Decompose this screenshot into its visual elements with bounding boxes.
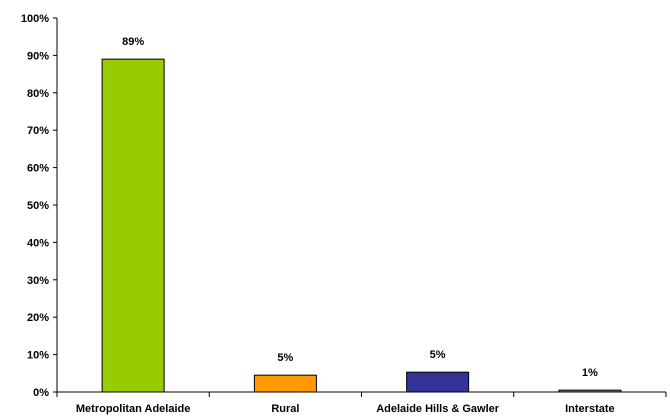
bar — [101, 58, 165, 393]
data-label: 5% — [430, 349, 446, 361]
y-tick-label: 90% — [27, 50, 49, 62]
y-tick-label: 30% — [27, 275, 49, 287]
x-tick-label: Metropolitan Adelaide — [76, 403, 191, 415]
data-labels: 89% 5% 5% 1% — [122, 36, 598, 379]
y-axis: 0% 10% 20% 30% 40% 50% 60% 70% 80% 90% 100% — [21, 13, 58, 399]
y-tick-label: 20% — [27, 312, 49, 324]
x-axis: Metropolitan Adelaide Rural Adelaide Hills… — [56, 391, 667, 415]
y-tick-label: 70% — [27, 125, 49, 137]
bar — [406, 371, 470, 393]
data-label: 89% — [122, 36, 144, 48]
x-tick-label: Adelaide Hills & Gawler — [376, 403, 500, 415]
data-label: 1% — [582, 367, 598, 379]
x-tick-label: Rural — [271, 403, 299, 415]
y-tick-label: 0% — [33, 387, 49, 399]
bars — [101, 58, 622, 393]
y-tick-label: 60% — [27, 163, 49, 175]
y-tick-label: 40% — [27, 237, 49, 249]
data-label: 5% — [277, 352, 293, 364]
y-tick-label: 100% — [21, 13, 49, 25]
y-tick-label: 10% — [27, 350, 49, 362]
bar — [558, 389, 622, 393]
x-tick-label: Interstate — [565, 403, 615, 415]
bar — [253, 374, 317, 393]
y-tick-label: 50% — [27, 200, 49, 212]
y-tick-label: 80% — [27, 88, 49, 100]
